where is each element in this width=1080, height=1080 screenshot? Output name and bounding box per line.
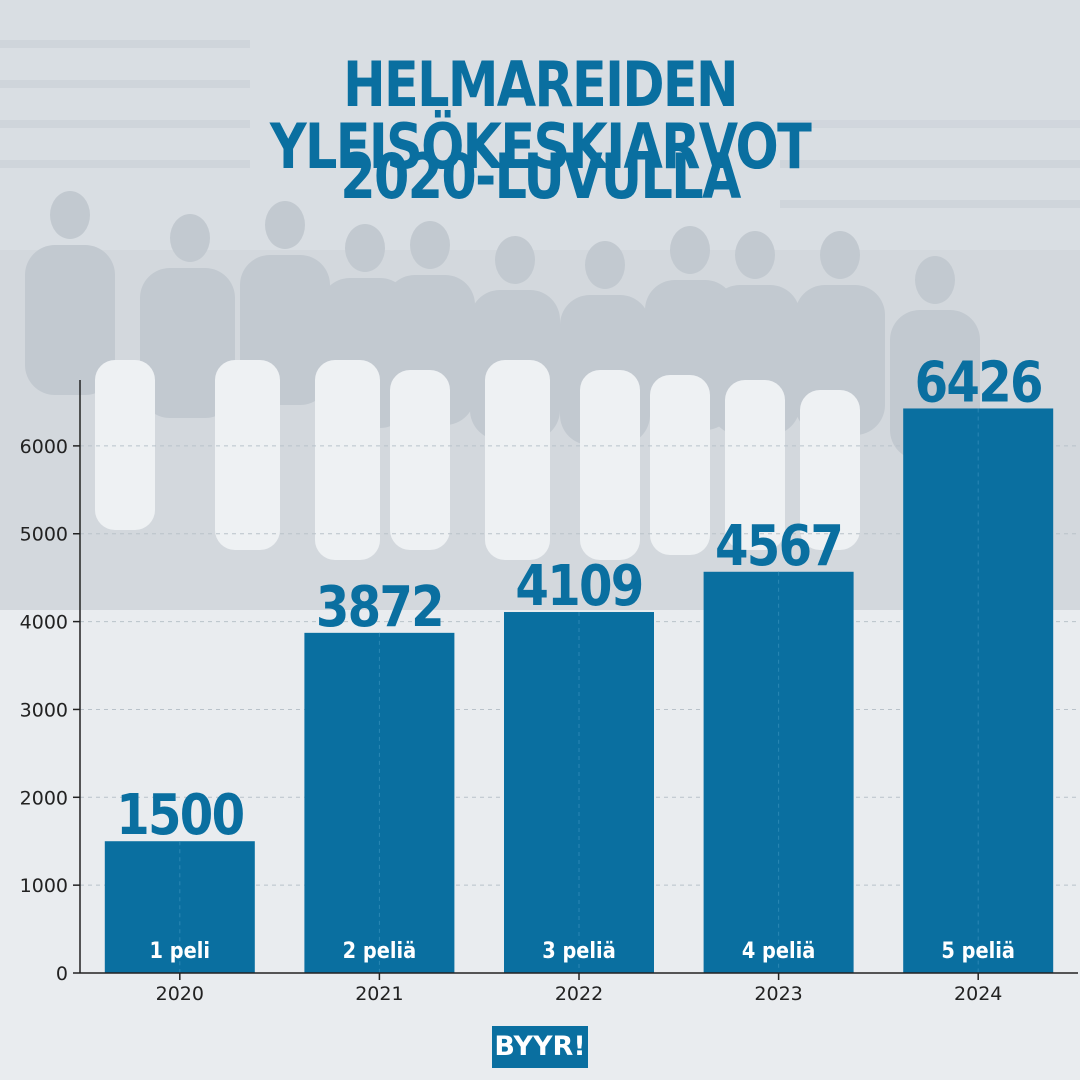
y-tick-label: 2000 <box>20 787 68 809</box>
bar-inner-label: 3 peliä <box>542 938 616 963</box>
bar-inner-label: 2 peliä <box>343 938 417 963</box>
x-tick-label: 2020 <box>156 983 204 1005</box>
bars <box>104 408 1054 973</box>
value-label: 6426 <box>915 351 1042 415</box>
y-tick-label: 6000 <box>20 436 68 458</box>
y-tick-label: 1000 <box>20 875 68 897</box>
x-tick-label: 2024 <box>954 983 1002 1005</box>
value-label: 4567 <box>715 514 842 578</box>
y-tick-label: 3000 <box>20 699 68 721</box>
byyr-logo: BYYR! <box>492 1026 588 1068</box>
x-tick-label: 2023 <box>754 983 802 1005</box>
y-ticks: 0 1000 2000 3000 4000 5000 6000 <box>20 436 80 985</box>
y-tick-label: 5000 <box>20 524 68 546</box>
y-tick-label: 0 <box>56 963 68 985</box>
value-label: 3872 <box>316 575 443 639</box>
x-tick-label: 2022 <box>555 983 603 1005</box>
bar-inner-label: 5 peliä <box>941 938 1015 963</box>
bar-inner-label: 4 peliä <box>742 938 816 963</box>
value-label: 1500 <box>116 784 243 848</box>
chart-title-line-2: 2020-LUVULLA <box>340 140 741 213</box>
y-tick-label: 4000 <box>20 612 68 634</box>
bar-inner-label: 1 peli <box>150 938 210 963</box>
value-label: 4109 <box>515 555 642 619</box>
x-tick-label: 2021 <box>355 983 403 1005</box>
value-labels: 1500 1 peli 3872 2 peliä 4109 3 peliä 4567 4 pe… <box>116 351 1043 963</box>
x-ticks: 2020 2021 2022 2023 2024 <box>156 973 1002 1005</box>
bar-2022 <box>504 612 654 973</box>
chart-title-line-1: HELMAREIDEN YLEISÖKESKIARVOT <box>269 48 812 183</box>
